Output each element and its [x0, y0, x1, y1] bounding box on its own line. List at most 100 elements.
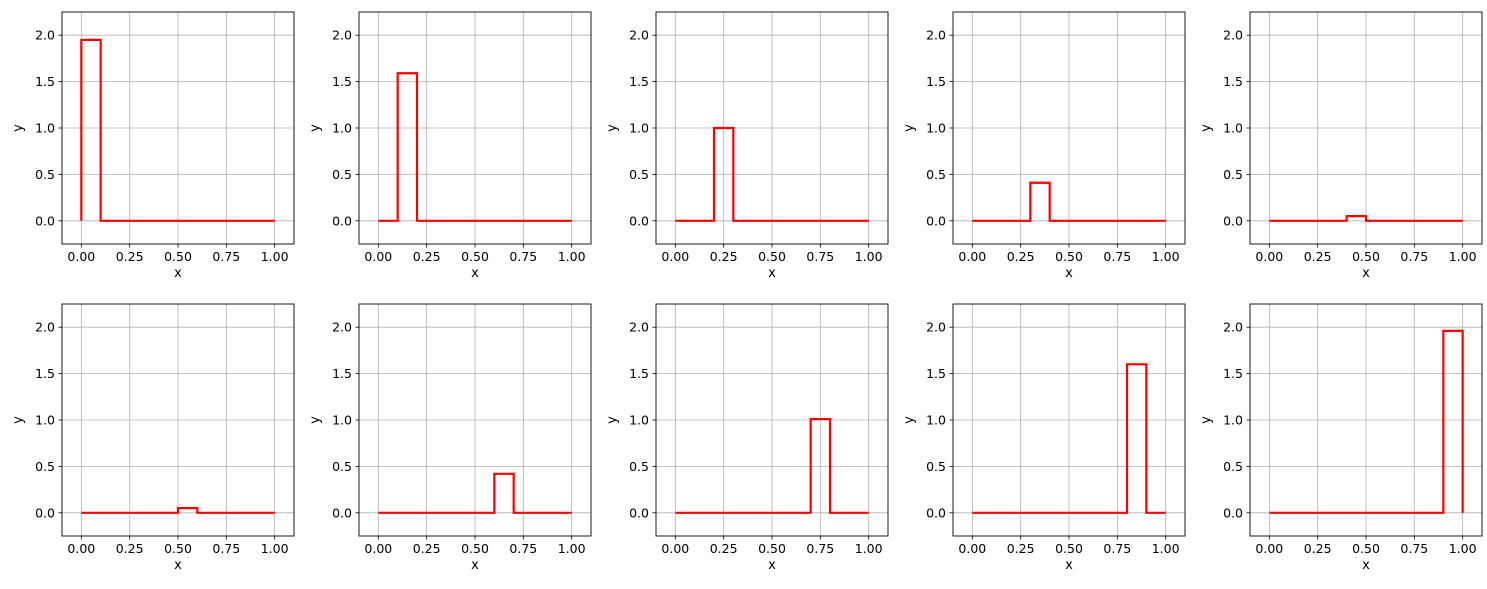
x-axis-label: x [1362, 558, 1370, 573]
axes-frame [1249, 11, 1483, 245]
x-axis-label: x [174, 266, 182, 281]
x-tick-label: 0.75 [806, 541, 834, 556]
series-line [81, 507, 275, 514]
x-tick-label: 0.50 [1352, 249, 1380, 264]
axes-frame [61, 303, 295, 537]
y-tick-label: 0.0 [1223, 505, 1243, 520]
axes-frame [655, 303, 889, 537]
subplot-6: 0.00 0.25 0.50 0.75 1.00 0.0 0.5 1.0 1.5 2.0 x y [11, 303, 295, 573]
x-tick-label: 0.00 [67, 541, 95, 556]
x-tick-label: 0.75 [1400, 249, 1428, 264]
x-axis-label: x [768, 266, 776, 281]
y-tick-label: 0.0 [629, 505, 649, 520]
x-axis-label: x [471, 558, 479, 573]
x-tick-label: 0.00 [1255, 249, 1283, 264]
y-tick-label: 1.0 [926, 121, 946, 136]
y-tick-label: 0.5 [332, 167, 352, 182]
y-tick-label: 1.5 [629, 366, 649, 381]
x-tick-label: 0.25 [710, 249, 738, 264]
y-tick-label: 0.0 [332, 213, 352, 228]
x-tick-label: 0.25 [413, 541, 441, 556]
y-tick-label: 1.5 [332, 74, 352, 89]
axes-frame [952, 11, 1186, 245]
y-tick-label: 0.0 [926, 213, 946, 228]
x-tick-label: 1.00 [261, 249, 289, 264]
x-tick-label: 0.75 [212, 541, 240, 556]
y-tick-label: 2.0 [926, 320, 946, 335]
y-tick-label: 0.5 [1223, 167, 1243, 182]
axes-frame [61, 11, 295, 245]
x-tick-label: 0.00 [958, 541, 986, 556]
x-axis-label: x [174, 558, 182, 573]
y-tick-label: 2.0 [1223, 28, 1243, 43]
y-tick-label: 0.5 [332, 459, 352, 474]
x-tick-label: 1.00 [1152, 541, 1180, 556]
x-tick-label: 1.00 [1449, 249, 1477, 264]
subplot-1: 0.00 0.25 0.50 0.75 1.00 0.0 0.5 1.0 1.5 2.0 x y [11, 11, 295, 281]
x-tick-label: 0.00 [364, 249, 392, 264]
y-tick-label: 0.5 [629, 167, 649, 182]
subplot-4: 0.00 0.25 0.50 0.75 1.00 0.0 0.5 1.0 1.5 2.0 x y [902, 11, 1186, 281]
y-tick-label: 1.5 [926, 74, 946, 89]
x-tick-label: 0.00 [661, 541, 689, 556]
y-tick-label: 1.0 [926, 413, 946, 428]
subplot-9: 0.00 0.25 0.50 0.75 1.00 0.0 0.5 1.0 1.5 2.0 x y [902, 303, 1186, 573]
x-tick-label: 0.50 [758, 541, 786, 556]
y-tick-label: 2.0 [35, 320, 55, 335]
y-tick-label: 0.5 [926, 459, 946, 474]
y-tick-label: 0.0 [35, 213, 55, 228]
x-axis-label: x [1362, 266, 1370, 281]
axes-frame [358, 11, 592, 245]
x-tick-label: 0.00 [661, 249, 689, 264]
x-tick-label: 0.25 [1304, 541, 1332, 556]
series-line [80, 38, 275, 222]
axes-frame [358, 303, 592, 537]
x-tick-label: 0.50 [758, 249, 786, 264]
x-tick-label: 0.50 [1055, 249, 1083, 264]
x-tick-label: 1.00 [855, 541, 883, 556]
subplot-10: 0.00 0.25 0.50 0.75 1.00 0.0 0.5 1.0 1.5 2.0 x y [1199, 303, 1483, 573]
y-axis-label: y [308, 124, 323, 132]
y-tick-label: 2.0 [35, 28, 55, 43]
x-tick-label: 0.50 [164, 249, 192, 264]
y-tick-label: 1.5 [35, 366, 55, 381]
y-tick-label: 1.5 [629, 74, 649, 89]
series-line [1269, 329, 1464, 514]
y-axis-label: y [902, 124, 917, 132]
y-tick-label: 1.0 [629, 121, 649, 136]
x-tick-label: 0.50 [164, 541, 192, 556]
x-tick-label: 0.75 [212, 249, 240, 264]
x-tick-label: 1.00 [1152, 249, 1180, 264]
x-tick-label: 0.25 [710, 541, 738, 556]
y-tick-label: 0.5 [629, 459, 649, 474]
y-tick-label: 0.5 [35, 167, 55, 182]
x-tick-label: 0.75 [1400, 541, 1428, 556]
x-tick-label: 0.50 [1055, 541, 1083, 556]
y-tick-label: 2.0 [332, 28, 352, 43]
x-tick-label: 0.75 [806, 249, 834, 264]
x-tick-label: 1.00 [558, 541, 586, 556]
y-axis-label: y [11, 124, 26, 132]
y-tick-label: 0.0 [35, 505, 55, 520]
series-line [972, 181, 1166, 222]
x-tick-label: 1.00 [1449, 541, 1477, 556]
y-tick-label: 1.0 [35, 121, 55, 136]
y-tick-label: 0.5 [35, 459, 55, 474]
series-line [378, 472, 572, 514]
x-tick-label: 0.25 [116, 541, 144, 556]
y-tick-label: 2.0 [926, 28, 946, 43]
subplot-5: 0.00 0.25 0.50 0.75 1.00 0.0 0.5 1.0 1.5 2.0 x y [1199, 11, 1483, 281]
y-tick-label: 1.0 [629, 413, 649, 428]
y-tick-label: 2.0 [332, 320, 352, 335]
y-tick-label: 1.0 [332, 413, 352, 428]
x-tick-label: 0.50 [1352, 541, 1380, 556]
x-tick-label: 0.00 [1255, 541, 1283, 556]
y-tick-label: 0.5 [1223, 459, 1243, 474]
y-axis-label: y [605, 124, 620, 132]
series-line [972, 363, 1166, 514]
y-tick-label: 1.5 [35, 74, 55, 89]
x-tick-label: 1.00 [855, 249, 883, 264]
series-line [1269, 215, 1463, 222]
x-tick-label: 0.25 [1304, 249, 1332, 264]
